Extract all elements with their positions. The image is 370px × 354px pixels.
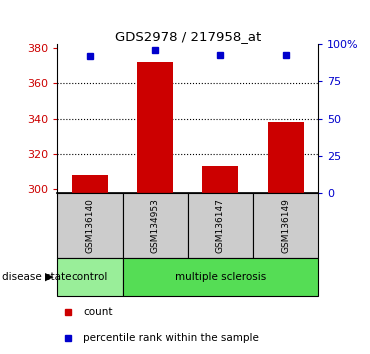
Bar	[188, 193, 253, 258]
Text: GSM136147: GSM136147	[216, 198, 225, 253]
Title: GDS2978 / 217958_at: GDS2978 / 217958_at	[115, 30, 261, 43]
Text: control: control	[72, 272, 108, 282]
Text: GSM134953: GSM134953	[151, 198, 160, 253]
Bar	[202, 166, 238, 193]
Text: GSM136140: GSM136140	[85, 198, 94, 253]
Text: count: count	[84, 307, 113, 317]
Bar	[72, 175, 108, 193]
Bar	[253, 193, 318, 258]
Text: percentile rank within the sample: percentile rank within the sample	[84, 333, 259, 343]
Text: ▶: ▶	[45, 272, 54, 282]
Text: GSM136149: GSM136149	[281, 198, 290, 253]
Bar	[122, 258, 318, 296]
Bar	[122, 193, 188, 258]
Text: disease state: disease state	[2, 272, 71, 282]
Text: multiple sclerosis: multiple sclerosis	[175, 272, 266, 282]
Bar	[57, 258, 122, 296]
Bar	[268, 122, 303, 193]
Bar	[57, 193, 122, 258]
Bar	[137, 62, 173, 193]
